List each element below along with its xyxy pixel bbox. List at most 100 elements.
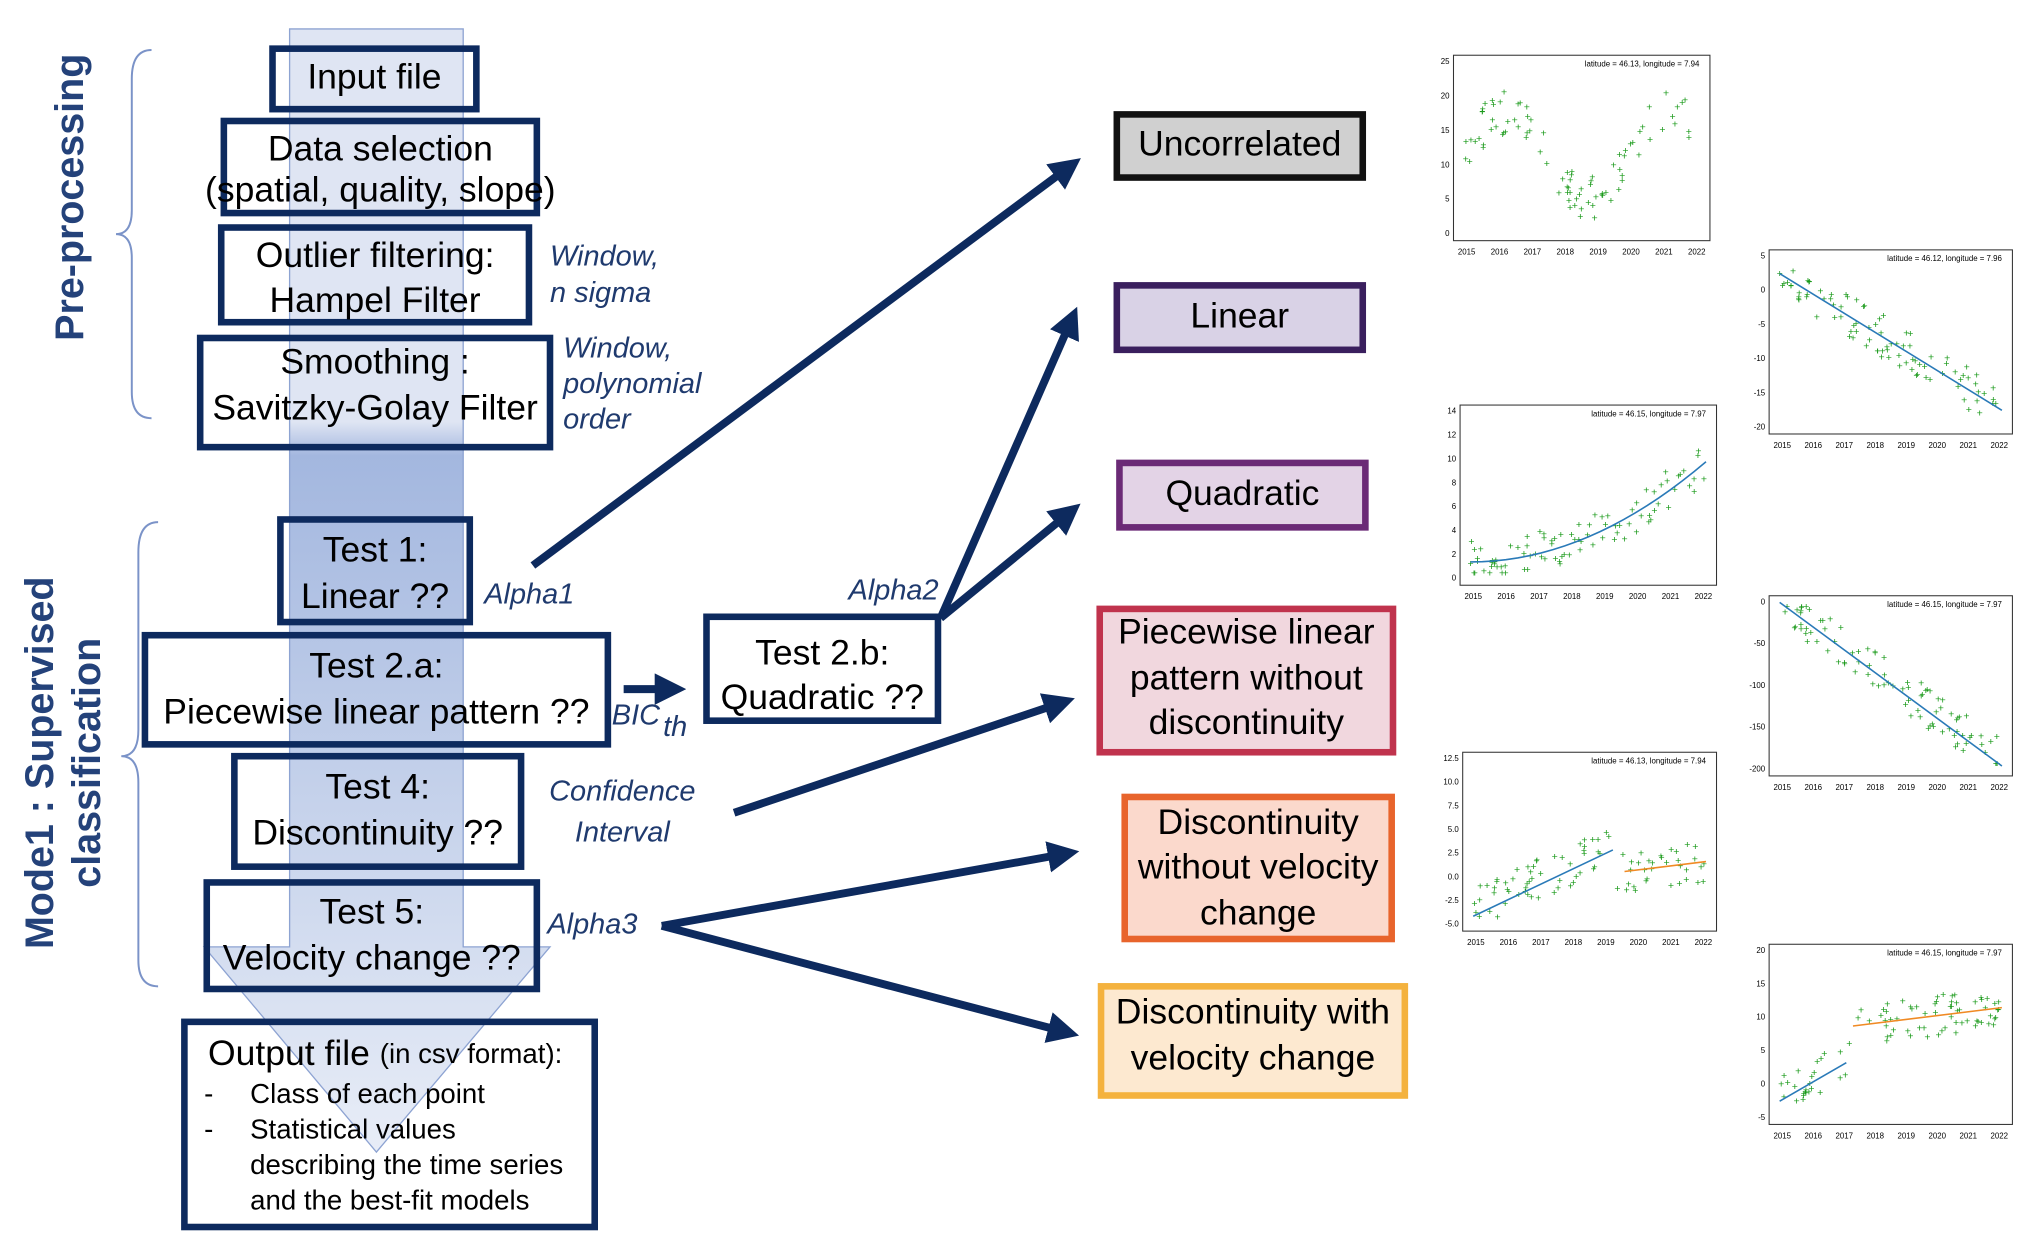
point: + [1559,852,1565,864]
point: + [1508,540,1514,552]
point: + [1780,280,1786,292]
point: + [1502,561,1508,573]
point: + [1665,502,1671,514]
point: + [1805,275,1811,287]
point: + [1647,510,1653,522]
x-tick-label: 2017 [1530,592,1548,601]
point: + [1695,877,1701,889]
point: + [1502,127,1508,139]
point: + [1646,516,1652,528]
point: + [1882,1015,1888,1027]
class-label: discontinuity [1149,702,1345,742]
point: + [1850,333,1856,345]
point: + [1806,276,1812,288]
point: + [1494,562,1500,574]
point: + [1593,192,1599,204]
x-tick-label: 2018 [1557,248,1575,257]
point: + [1491,888,1497,900]
point: + [1659,124,1665,136]
point: + [1838,622,1844,634]
point: + [1498,561,1504,573]
point: + [1477,881,1483,893]
point: + [1966,404,1972,416]
point: + [1953,742,1959,754]
point: + [1863,341,1869,353]
point: + [1472,136,1478,148]
point: + [1929,719,1935,731]
parameter: polynomial [562,368,703,400]
point: + [1905,695,1911,707]
point: + [1855,646,1861,658]
point: + [1894,338,1900,350]
point: + [1811,1067,1817,1079]
x-tick-label: 2018 [1867,783,1885,792]
point: + [1636,149,1642,161]
point: + [1647,134,1653,146]
point: + [1865,669,1871,681]
point: + [1477,894,1483,906]
point: + [1924,1031,1930,1043]
point: + [1568,880,1574,892]
y-tick-label: 5.0 [1448,825,1460,834]
point: + [1608,195,1614,207]
point: + [1796,291,1802,303]
point: + [1798,602,1804,614]
point: + [1872,648,1878,660]
point: + [1848,326,1854,338]
point: + [1698,862,1704,874]
point: + [1494,911,1500,923]
point: + [1907,1031,1913,1043]
point: + [1880,1004,1886,1016]
point: + [1778,1078,1784,1090]
plot-legend: latitude = 46.12, longitude = 7.96 [1887,254,2002,263]
y-tick-label: 8 [1452,478,1457,487]
point: + [1914,1001,1920,1013]
point: + [1528,115,1534,127]
step-text: Linear ?? [301,576,449,616]
fit-line [1779,601,2003,767]
point: + [1804,636,1810,648]
plot-frame [1768,595,2013,777]
point: + [1804,289,1810,301]
point: + [1888,1030,1894,1042]
point: + [1814,636,1820,648]
x-tick-label: 2019 [1898,783,1916,792]
point: + [1701,859,1707,871]
point: + [1948,709,1954,721]
y-tick-label: -150 [1749,723,1765,732]
point: + [1478,544,1484,556]
point: + [1828,289,1834,301]
point: + [1922,361,1928,373]
x-tick-label: 2019 [1589,248,1607,257]
step-text: Velocity change ?? [223,937,521,977]
point: + [1905,682,1911,694]
y-tick-label: -100 [1749,681,1765,690]
y-tick-label: -5 [1758,1113,1766,1122]
point: + [1804,291,1810,303]
point: + [1510,874,1516,886]
point: + [1912,356,1918,368]
point: + [1990,1020,1996,1032]
y-tick-label: -20 [1754,422,1766,431]
point: + [1953,714,1959,726]
step-text: Savitzky-Golay Filter [212,388,538,428]
point: + [1626,878,1632,890]
point: + [1903,328,1909,340]
point: + [1792,1081,1798,1093]
fit-line [1624,860,1707,873]
point: + [1877,313,1883,325]
point: + [1502,567,1508,579]
point: + [1837,1046,1843,1058]
point: + [1624,884,1630,896]
point: + [1883,1021,1889,1033]
point: + [1527,126,1533,138]
point: + [1488,124,1494,136]
point: + [1993,398,1999,410]
point: + [1884,342,1890,354]
point: + [1964,361,1970,373]
point: + [1525,564,1531,576]
point: + [1881,652,1887,664]
x-tick-label: 2022 [1991,783,2009,792]
x-tick-label: 2022 [1695,938,1713,947]
x-tick-label: 2016 [1500,938,1518,947]
